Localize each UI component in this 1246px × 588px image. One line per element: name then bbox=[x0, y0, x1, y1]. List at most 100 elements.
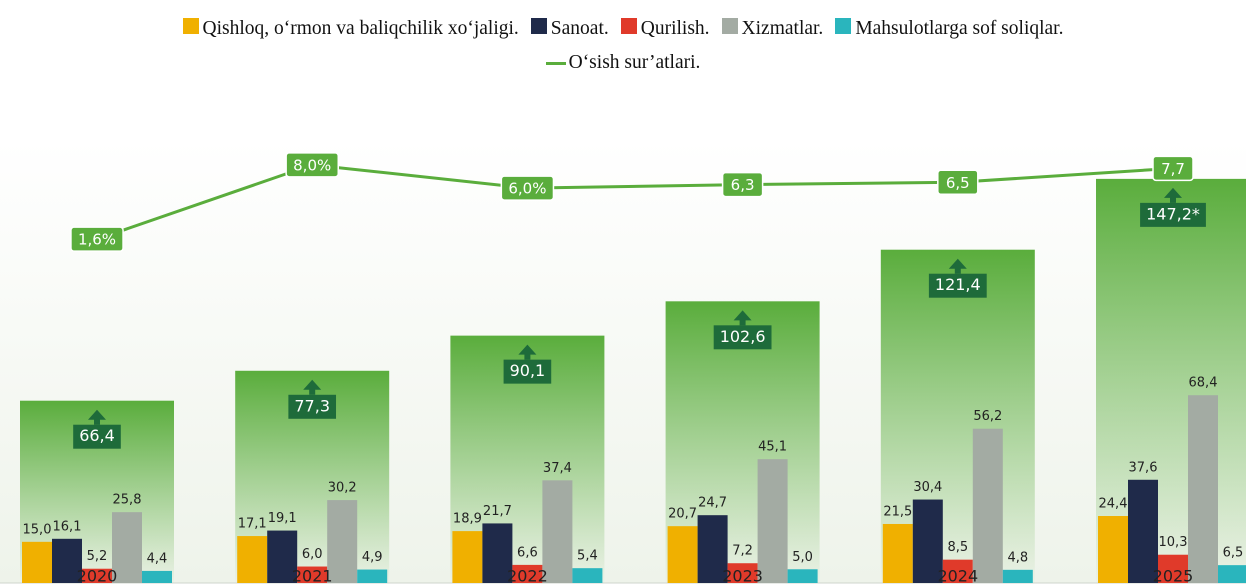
legend-label: Mahsulotlarga sof soliqlar. bbox=[855, 18, 1064, 39]
data-label: 21,7 bbox=[483, 504, 512, 519]
legend-swatch bbox=[530, 18, 547, 34]
line bbox=[96, 163, 1174, 241]
bar bbox=[142, 570, 172, 583]
bar bbox=[482, 523, 513, 583]
line-label: 1,6% bbox=[70, 226, 124, 252]
x-tick-label: 2023 bbox=[722, 567, 763, 586]
bar bbox=[572, 568, 603, 583]
data-label: 25,8 bbox=[113, 493, 142, 508]
bar bbox=[912, 499, 943, 583]
plot-background bbox=[0, 140, 1246, 583]
line-label: 8,0% bbox=[285, 152, 340, 178]
data-label: 37,6 bbox=[1129, 460, 1158, 475]
total-value-label: 77,3 bbox=[294, 396, 330, 415]
legend-swatch bbox=[620, 18, 637, 34]
data-label: 37,4 bbox=[543, 461, 572, 476]
line-value-label: 6,3 bbox=[731, 176, 755, 194]
total-label: 121,4 bbox=[928, 258, 987, 298]
bar bbox=[882, 523, 913, 583]
bar bbox=[1002, 569, 1033, 583]
legend-label: Qurilish. bbox=[640, 18, 710, 39]
data-label: 24,7 bbox=[698, 496, 727, 511]
legend-label: Qishloq, o‘rmon va baliqchilik xo‘jaligi… bbox=[202, 18, 519, 39]
bar bbox=[1158, 554, 1188, 583]
line-value-label: 7,7 bbox=[1161, 160, 1185, 178]
total-label-box bbox=[503, 359, 552, 384]
legend-item: Xizmatlar. bbox=[721, 18, 824, 40]
data-label: 30,2 bbox=[328, 481, 357, 496]
bar bbox=[267, 530, 298, 583]
line-label-box bbox=[1152, 155, 1194, 182]
data-label: 8,5 bbox=[947, 540, 968, 555]
bar bbox=[22, 541, 52, 583]
total-label-box bbox=[928, 273, 987, 298]
total-bar bbox=[1096, 178, 1246, 584]
bar bbox=[697, 515, 728, 583]
total-value-label: 102,6 bbox=[720, 327, 766, 346]
line-label-box bbox=[721, 171, 764, 198]
bar bbox=[1128, 479, 1158, 583]
data-label: 5,4 bbox=[577, 549, 598, 564]
line-value-label: 6,5 bbox=[946, 174, 970, 192]
total-label-box bbox=[73, 424, 121, 449]
x-tick-label: 2022 bbox=[507, 567, 548, 586]
line-label: 6,3 bbox=[721, 171, 764, 198]
data-label: 24,4 bbox=[1099, 497, 1128, 512]
bar bbox=[297, 566, 328, 583]
legend: Qishloq, o‘rmon va baliqchilik xo‘jaligi… bbox=[0, 12, 1246, 80]
total-arrow bbox=[303, 379, 322, 395]
x-tick-label: 2021 bbox=[292, 567, 333, 586]
bar bbox=[237, 536, 268, 583]
total-value-label: 90,1 bbox=[510, 361, 546, 380]
total-value-label: 147,2* bbox=[1146, 204, 1200, 223]
data-label: 45,1 bbox=[758, 440, 787, 455]
total-arrow bbox=[518, 344, 537, 360]
bar bbox=[667, 526, 698, 583]
bar bbox=[1218, 565, 1246, 583]
data-label: 15,0 bbox=[23, 522, 52, 537]
bar bbox=[757, 459, 788, 583]
bar bbox=[1098, 516, 1128, 583]
legend-label: Sanoat. bbox=[550, 18, 609, 39]
data-label: 21,5 bbox=[883, 504, 912, 519]
data-label: 68,4 bbox=[1189, 376, 1218, 391]
data-label: 18,9 bbox=[453, 512, 482, 527]
bar bbox=[542, 480, 573, 583]
legend-row: O‘sish sur’atlari. bbox=[0, 46, 1246, 80]
total-value-label: 66,4 bbox=[79, 426, 115, 445]
legend-item: Sanoat. bbox=[530, 18, 609, 40]
total-label-box bbox=[713, 325, 772, 350]
line-label-box bbox=[285, 152, 340, 178]
data-label: 10,3 bbox=[1159, 535, 1188, 550]
bar bbox=[787, 569, 818, 583]
total-label-box bbox=[288, 394, 337, 419]
bar bbox=[52, 538, 82, 583]
legend-item: Mahsulotlarga sof soliqlar. bbox=[835, 18, 1063, 40]
legend-item: Qurilish. bbox=[620, 18, 710, 40]
bar bbox=[727, 563, 758, 583]
data-label: 5,2 bbox=[87, 549, 108, 564]
legend-swatch bbox=[835, 18, 852, 34]
line-value-label: 8,0% bbox=[293, 156, 331, 174]
data-label: 6,6 bbox=[517, 545, 538, 560]
bar bbox=[82, 568, 112, 583]
total-label: 147,2* bbox=[1140, 187, 1206, 227]
legend-label: Xizmatlar. bbox=[741, 18, 824, 39]
line-value-label: 1,6% bbox=[78, 231, 116, 249]
total-arrow bbox=[1164, 187, 1182, 203]
data-label: 6,0 bbox=[302, 547, 323, 562]
total-arrow bbox=[733, 310, 752, 326]
data-label: 4,4 bbox=[147, 551, 168, 566]
bar bbox=[512, 564, 543, 583]
total-arrow bbox=[948, 258, 967, 274]
data-label: 19,1 bbox=[268, 511, 297, 526]
legend-item: O‘sish sur’atlari. bbox=[545, 52, 700, 74]
bar bbox=[357, 569, 388, 583]
total-label: 90,1 bbox=[503, 344, 552, 384]
bar bbox=[972, 428, 1003, 583]
data-label: 56,2 bbox=[973, 409, 1002, 424]
legend-swatch bbox=[182, 18, 199, 34]
total-label-box bbox=[1140, 202, 1206, 227]
legend-line bbox=[545, 61, 566, 65]
